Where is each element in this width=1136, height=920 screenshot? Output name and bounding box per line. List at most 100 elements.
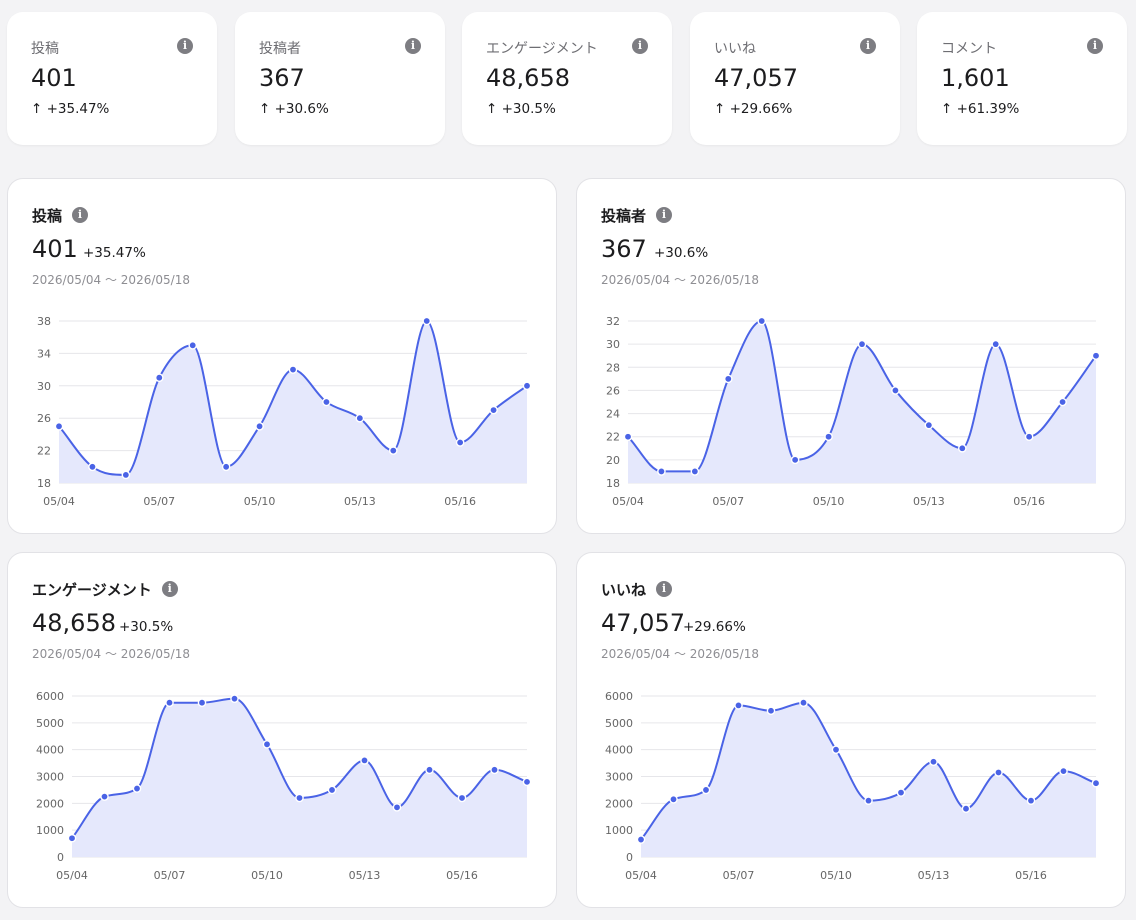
series-line — [627, 319, 1097, 473]
chart-total: 47,057 — [601, 609, 685, 637]
data-point — [657, 467, 666, 476]
date-range: 2026/05/04 〜 2026/05/18 — [32, 647, 190, 661]
data-point — [425, 765, 434, 775]
data-point — [388, 446, 398, 455]
kpi-change: ↑ +30.5% — [486, 101, 556, 117]
data-point — [961, 804, 971, 813]
x-tick-label: 05/13 — [918, 869, 950, 882]
y-tick-label: 34 — [37, 347, 51, 360]
info-icon[interactable]: i — [405, 38, 421, 54]
data-point — [295, 793, 304, 803]
data-point — [165, 698, 174, 708]
data-point — [392, 803, 402, 812]
data-point — [197, 698, 207, 708]
data-point — [154, 373, 164, 382]
x-tick-label: 05/16 — [1015, 869, 1047, 882]
y-tick-label: 24 — [606, 408, 620, 421]
data-point — [262, 739, 272, 749]
x-tick-label: 05/10 — [813, 495, 845, 508]
x-tick-label: 05/10 — [251, 869, 283, 882]
y-tick-label: 32 — [606, 315, 620, 328]
chart-change: +29.66% — [683, 619, 746, 635]
data-point — [1059, 766, 1068, 776]
chart-total: 367 — [601, 235, 647, 263]
y-tick-label: 18 — [37, 477, 51, 490]
x-tick-label: 05/13 — [913, 495, 945, 508]
kpi-value: 367 — [259, 64, 305, 92]
kpi-label: 投稿 — [31, 41, 59, 57]
y-tick-label: 26 — [606, 384, 620, 397]
info-icon[interactable]: i — [161, 581, 178, 597]
info-icon[interactable]: i — [656, 207, 673, 223]
data-point — [896, 788, 906, 797]
kpi-change: ↑ +61.39% — [941, 101, 1020, 117]
data-point — [1024, 432, 1034, 442]
y-tick-label: 5000 — [36, 717, 64, 730]
data-point — [831, 745, 841, 754]
chart-header: いいね i — [601, 578, 673, 600]
data-point — [924, 420, 934, 430]
x-tick-label: 05/04 — [612, 495, 644, 508]
info-icon[interactable]: i — [656, 581, 673, 597]
kpi-change: ↑ +35.47% — [31, 101, 110, 117]
data-point — [255, 421, 264, 431]
kpi-change: ↑ +29.66% — [714, 101, 793, 117]
y-tick-label: 22 — [606, 431, 620, 444]
y-tick-label: 6000 — [36, 690, 64, 703]
kpi-value: 47,057 — [714, 64, 798, 92]
chart-header: 投稿 i — [32, 204, 89, 226]
kpi-label: いいね — [714, 41, 756, 57]
kpi-card-engagement: エンゲージメント i 48,658 ↑ +30.5% — [462, 12, 672, 145]
x-tick-label: 05/07 — [143, 495, 175, 508]
y-tick-label: 22 — [37, 445, 51, 458]
x-tick-label: 05/10 — [244, 495, 276, 508]
chart-total: 48,658 — [32, 609, 116, 637]
y-tick-label: 30 — [37, 380, 51, 393]
kpi-value: 48,658 — [486, 64, 570, 92]
data-point — [360, 756, 369, 765]
kpi-label: エンゲージメント — [486, 41, 598, 57]
data-point — [54, 421, 64, 431]
data-point — [489, 405, 498, 415]
data-point — [288, 365, 298, 374]
x-tick-label: 05/07 — [712, 495, 744, 508]
kpi-card-posts: 投稿 i 401 ↑ +35.47% — [7, 12, 217, 145]
chart-change: +30.5% — [119, 619, 174, 635]
data-point — [701, 785, 711, 795]
x-tick-label: 05/04 — [43, 495, 75, 508]
chart-title: 投稿 — [32, 206, 63, 225]
data-point — [766, 706, 776, 716]
data-point — [994, 768, 1003, 777]
kpi-change: ↑ +30.6% — [259, 101, 329, 117]
chart-change: +35.47% — [83, 245, 146, 261]
y-tick-label: 1000 — [605, 824, 633, 837]
chart-engagement: 0 1000 2000 3000 4000 5000 6000 05/04 05/07 05/10… — [36, 690, 532, 882]
chart-card-posters: 投稿者 i 367 +30.6% 2026/05/04 〜 2026/05/18… — [576, 178, 1126, 534]
info-icon[interactable]: i — [177, 38, 193, 54]
data-point — [100, 792, 109, 801]
y-tick-label: 6000 — [605, 690, 633, 703]
info-icon[interactable]: i — [72, 207, 89, 223]
data-point — [757, 316, 767, 326]
date-range: 2026/05/04 〜 2026/05/18 — [601, 647, 759, 661]
chart-change: +30.6% — [654, 245, 709, 261]
y-tick-label: 28 — [606, 361, 620, 374]
y-tick-label: 1000 — [36, 824, 64, 837]
data-point — [929, 757, 938, 767]
info-icon[interactable]: i — [1087, 38, 1103, 54]
info-icon[interactable]: i — [860, 38, 876, 54]
kpi-value: 401 — [31, 64, 77, 92]
data-point — [991, 339, 1001, 349]
data-point — [734, 701, 743, 710]
info-icon[interactable]: i — [632, 38, 648, 54]
chart-total: 401 — [32, 235, 78, 263]
chart-likes: 0 1000 2000 3000 4000 5000 6000 05/04 05/07 05/10… — [605, 690, 1101, 882]
data-point — [422, 316, 432, 326]
x-tick-label: 05/16 — [446, 869, 478, 882]
y-tick-label: 3000 — [36, 771, 64, 784]
area-fill — [59, 321, 527, 483]
data-point — [355, 413, 365, 423]
area-fill — [641, 702, 1096, 857]
data-point — [230, 694, 239, 703]
data-point — [636, 835, 646, 844]
